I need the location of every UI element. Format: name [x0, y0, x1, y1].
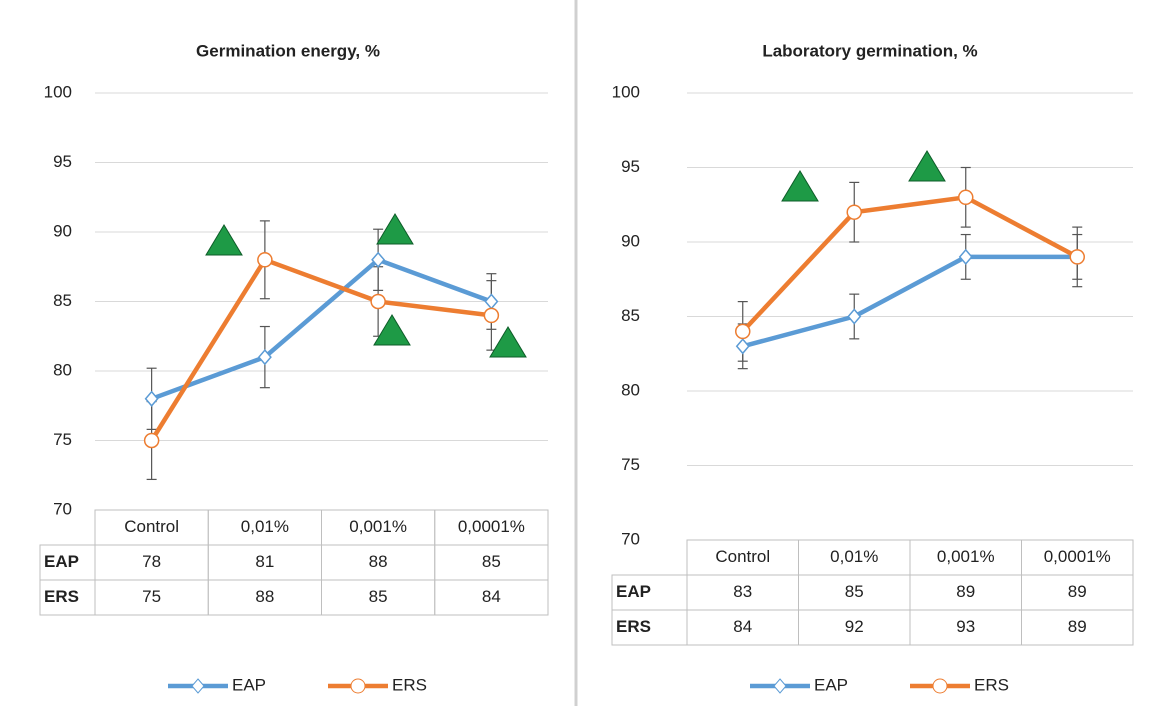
- y-tick-label: 70: [53, 499, 72, 518]
- table-value: 85: [845, 582, 864, 601]
- y-tick-label: 85: [621, 306, 640, 325]
- y-tick-label: 95: [621, 157, 640, 176]
- data-point: [735, 338, 750, 355]
- table-row-label: EAP: [616, 582, 651, 601]
- y-tick-label: 100: [612, 82, 640, 101]
- table-value: 84: [733, 617, 752, 636]
- series-line: [742, 254, 1078, 349]
- y-tick-label: 100: [44, 82, 72, 101]
- data-point: [143, 432, 160, 449]
- significance-marker: [781, 170, 819, 202]
- table-value: 78: [142, 552, 161, 571]
- table-value: 92: [845, 617, 864, 636]
- table-header: 0,0001%: [458, 517, 525, 536]
- table-header: 0,0001%: [1044, 547, 1111, 566]
- y-tick-label: 90: [621, 231, 640, 250]
- table-value: 89: [1068, 617, 1087, 636]
- data-point: [371, 251, 386, 268]
- y-tick-label: 95: [53, 152, 72, 171]
- table-value: 89: [956, 582, 975, 601]
- data-point: [144, 390, 159, 407]
- y-tick-label: 90: [53, 221, 72, 240]
- significance-marker: [376, 213, 414, 245]
- y-tick-label: 70: [621, 529, 640, 548]
- significance-marker: [205, 224, 243, 256]
- data-point: [1069, 249, 1085, 265]
- significance-markers: [205, 150, 946, 358]
- series-line: [149, 257, 492, 442]
- table-value: 83: [733, 582, 752, 601]
- significance-marker: [373, 314, 411, 346]
- table-header: 0,001%: [349, 517, 407, 536]
- legend-label: ERS: [974, 675, 1009, 694]
- table-header: Control: [715, 547, 770, 566]
- table-value: 88: [369, 552, 388, 571]
- chart-title: Germination energy, %: [196, 41, 380, 60]
- legend-marker: [773, 678, 787, 694]
- significance-marker: [489, 326, 527, 358]
- data-point: [846, 204, 862, 220]
- y-tick-label: 85: [53, 291, 72, 310]
- data-point: [735, 323, 751, 340]
- series-line: [741, 195, 1079, 333]
- significance-marker: [908, 150, 946, 182]
- y-tick-label: 75: [621, 455, 640, 474]
- legend-marker: [350, 678, 366, 694]
- table-value: 81: [255, 552, 274, 571]
- table-row-label: ERS: [616, 617, 651, 636]
- y-tick-label: 80: [621, 380, 640, 399]
- table-header: 0,01%: [241, 517, 289, 536]
- legend-marker: [191, 678, 205, 694]
- data-point: [847, 308, 862, 325]
- table-header: 0,001%: [937, 547, 995, 566]
- table-value: 89: [1068, 582, 1087, 601]
- legend-label: EAP: [232, 675, 266, 694]
- table-header: 0,01%: [830, 547, 878, 566]
- table-cell: [434, 579, 549, 616]
- legend-marker: [932, 678, 948, 694]
- series-line: [150, 257, 493, 401]
- data-point: [958, 248, 973, 266]
- data-point: [483, 307, 500, 324]
- data-point: [257, 252, 273, 268]
- data-point: [257, 348, 272, 366]
- table-value: 75: [142, 587, 161, 606]
- data-point: [370, 293, 386, 310]
- table-row-label: EAP: [44, 552, 79, 571]
- y-tick-label: 75: [53, 430, 72, 449]
- y-tick-label: 80: [53, 360, 72, 379]
- table-cell: [1021, 609, 1134, 646]
- table-row-label: ERS: [44, 587, 79, 606]
- table-value: 84: [482, 587, 501, 606]
- table-value: 88: [255, 587, 274, 606]
- data-point: [958, 189, 974, 206]
- legend-label: EAP: [814, 675, 848, 694]
- legend-label: ERS: [392, 675, 427, 694]
- chart-title: Laboratory germination, %: [762, 41, 977, 60]
- table-value: 85: [482, 552, 501, 571]
- table-value: 85: [369, 587, 388, 606]
- table-header: Control: [124, 517, 179, 536]
- table-value: 93: [956, 617, 975, 636]
